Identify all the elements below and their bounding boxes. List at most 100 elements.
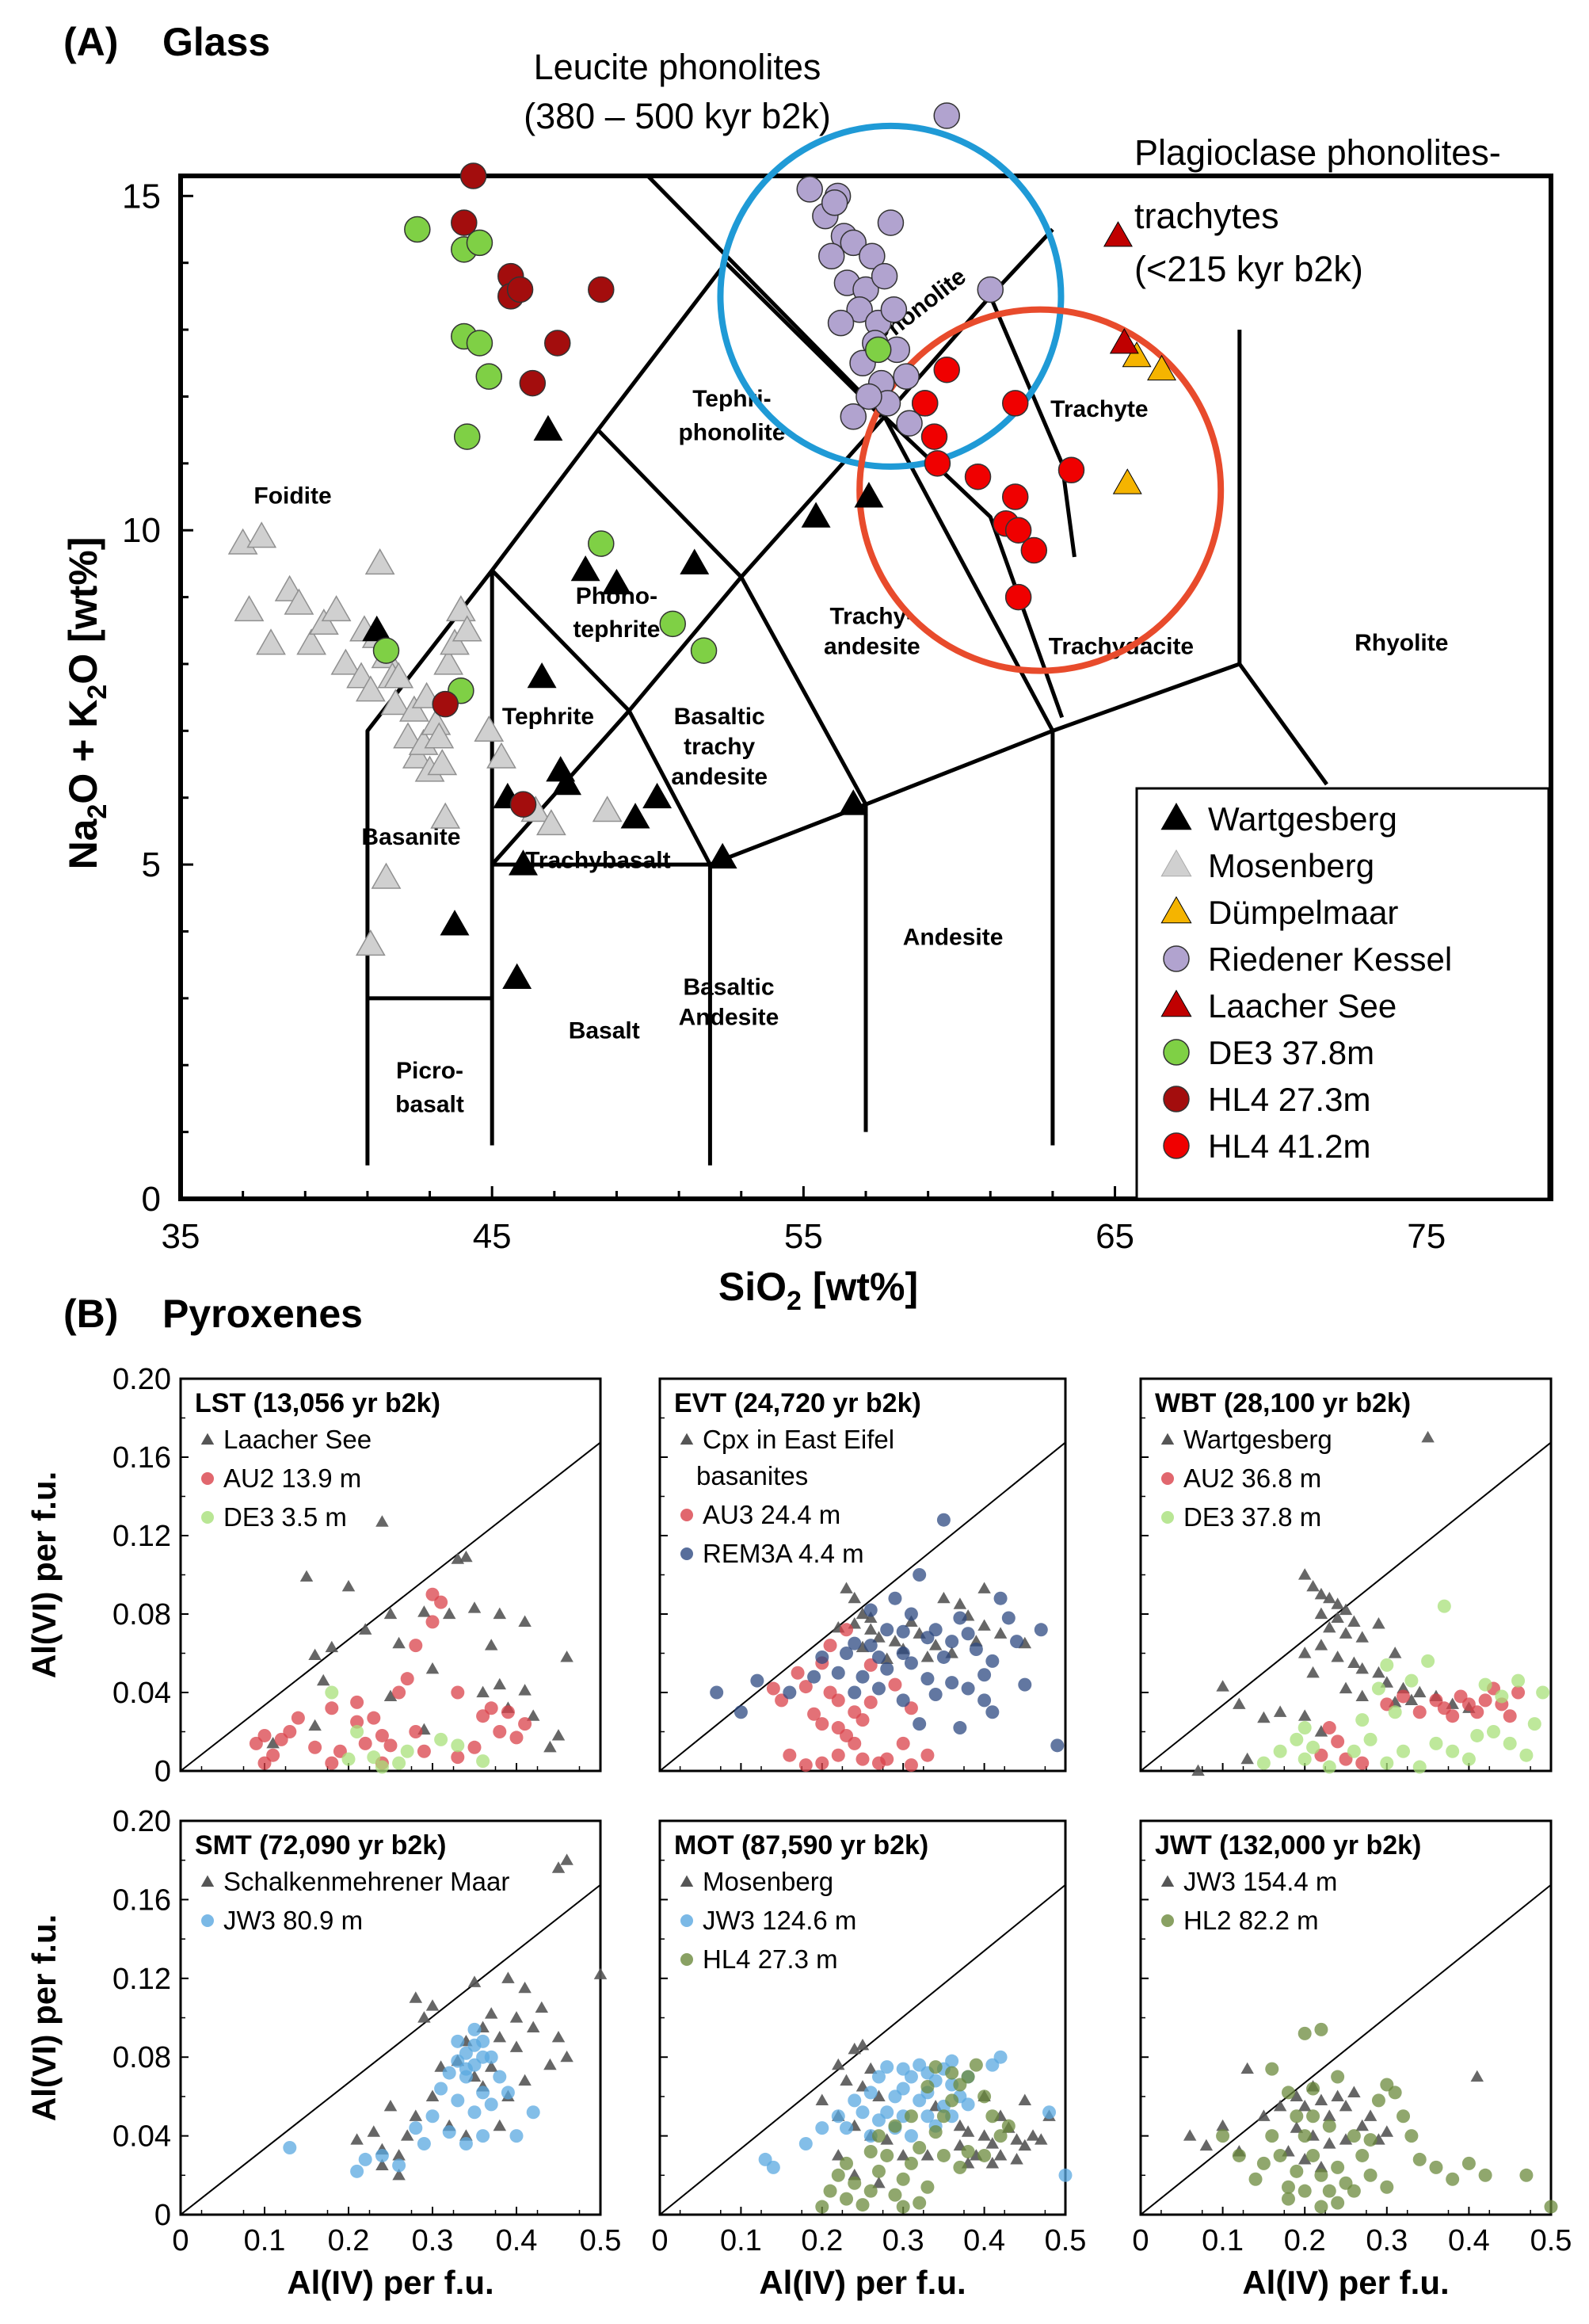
x-tick-label: 0.3 xyxy=(412,2224,454,2257)
legend-marker-au3-24-4-m xyxy=(680,1509,693,1521)
legend-label-de3-3-5-m: DE3 3.5 m xyxy=(223,1502,347,1532)
point-laacher-see xyxy=(476,1685,490,1698)
point-au2-13-9-m xyxy=(283,1725,297,1738)
tas-field-tephrite: Tephrite xyxy=(502,704,594,730)
point-wartgesberg xyxy=(1339,1603,1353,1616)
point-au3-24-4-m xyxy=(815,1756,829,1770)
point-wartgesberg xyxy=(1314,1607,1328,1620)
point-mosenberg xyxy=(880,2133,894,2145)
point-cpx-in-east-eifel-basanites xyxy=(970,1635,983,1647)
point-wartgesberg xyxy=(1216,1680,1229,1692)
point-laacher-see xyxy=(383,1607,398,1620)
point-de3-37-8-m xyxy=(1371,1681,1385,1696)
point-jw3-124-6-m xyxy=(993,2050,1008,2064)
tas-point-d-mpelmaar xyxy=(1122,341,1152,368)
point-laacher-see xyxy=(493,1677,507,1690)
pyroxene-panel-smt: 0 0.1 0.2 0.3 0.4 0.5 0 0.04 0.08 0.12 0.16 0.20 Al(… xyxy=(25,1805,621,2301)
point-de3-37-8-m xyxy=(1421,1654,1435,1668)
point-rem3a-4-4-m xyxy=(840,1647,854,1660)
point-jw3-80-9-m xyxy=(375,2148,389,2162)
point-cpx-in-east-eifel-basanites xyxy=(905,1615,918,1627)
point-rem3a-4-4-m xyxy=(953,1611,967,1625)
tas-point-mosenberg xyxy=(433,648,464,675)
tas-point-mosenberg xyxy=(355,929,386,956)
point-hl4-27-3-m xyxy=(815,2200,829,2214)
point-schalkenmehrener-maar xyxy=(484,2007,498,2019)
tas-field-ta-2: andesite xyxy=(824,633,920,659)
tas-point-hl4-27-3m xyxy=(432,690,459,718)
point-au2-13-9-m xyxy=(501,1705,515,1719)
point-hl4-27-3-m xyxy=(888,2188,902,2202)
legend-marker-hl2-82-2-m xyxy=(1161,1914,1174,1927)
point-jw3-80-9-m xyxy=(409,2121,423,2135)
point-mosenberg xyxy=(1010,2133,1023,2145)
point-jw3-80-9-m xyxy=(451,2093,465,2108)
point-jw3-124-6-m xyxy=(945,2054,959,2068)
tas-point-hl4-41-2m xyxy=(1001,390,1029,417)
point-hl4-27-3-m xyxy=(840,2192,854,2206)
point-jw3-154-4-m xyxy=(1355,2119,1369,2131)
point-de3-37-8-m xyxy=(1347,1744,1361,1758)
tas-point-mosenberg xyxy=(321,595,352,622)
point-au3-24-4-m xyxy=(831,1748,845,1762)
point-de3-37-8-m xyxy=(1388,1705,1402,1719)
point-de3-3-5-m xyxy=(375,1760,389,1774)
point-au2-13-9-m xyxy=(451,1685,465,1700)
x-tick-label: 0.4 xyxy=(496,2224,538,2257)
point-rem3a-4-4-m xyxy=(985,1705,1000,1719)
tas-point-wartgesberg xyxy=(570,555,600,582)
point-au3-24-4-m xyxy=(783,1748,797,1762)
point-au2-36-8-m xyxy=(1355,1756,1370,1770)
legend-marker-jw3-80-9-m xyxy=(201,1914,214,1927)
pyroxene-panel-title: JWT (132,000 yr b2k) xyxy=(1155,1830,1421,1860)
point-jw3-124-6-m xyxy=(920,2109,935,2124)
point-jw3-80-9-m xyxy=(451,2054,465,2068)
point-rem3a-4-4-m xyxy=(1010,1635,1024,1649)
tas-point-hl4-41-2m xyxy=(1004,517,1032,544)
tas-field-trachybasalt: Trachybasalt xyxy=(525,847,670,873)
tas-point-hl4-41-2m xyxy=(1020,536,1048,564)
point-hl2-82-2-m xyxy=(1363,2168,1378,2182)
point-rem3a-4-4-m xyxy=(888,1591,902,1605)
point-de3-37-8-m xyxy=(1290,1732,1304,1746)
point-cpx-in-east-eifel-basanites xyxy=(928,1639,943,1650)
point-au2-13-9-m xyxy=(367,1711,381,1725)
point-schalkenmehrener-maar xyxy=(501,1971,515,1983)
point-jw3-124-6-m xyxy=(871,2113,886,2127)
point-hl2-82-2-m xyxy=(1314,2022,1328,2036)
point-au3-24-4-m xyxy=(855,1713,870,1727)
tas-point-wartgesberg xyxy=(502,963,532,990)
point-de3-3-5-m xyxy=(392,1756,406,1770)
point-jw3-80-9-m xyxy=(459,2137,473,2151)
tas-point-riedener-kessel xyxy=(977,276,1004,303)
tas-point-wartgesberg xyxy=(838,789,868,815)
tas-point-mosenberg xyxy=(402,742,432,769)
point-mosenberg xyxy=(848,2168,862,2181)
legend-label-cpx-in-east-eifel-basanites: Cpx in East Eifel basanites xyxy=(696,1425,894,1490)
point-jw3-80-9-m xyxy=(526,2105,540,2120)
point-au2-13-9-m xyxy=(518,1717,532,1731)
tas-point-riedener-kessel xyxy=(933,102,960,129)
point-jw3-80-9-m xyxy=(459,2062,473,2076)
point-au3-24-4-m xyxy=(880,1752,894,1766)
tas-point-wartgesberg xyxy=(620,803,650,829)
y-tick-label: 0 xyxy=(154,2199,171,2232)
tas-point-de3-37-8m xyxy=(475,363,502,390)
point-rem3a-4-4-m xyxy=(710,1685,724,1700)
tas-point-hl4-41-2m xyxy=(924,450,951,477)
point-hl2-82-2-m xyxy=(1331,2070,1345,2084)
point-wartgesberg xyxy=(1388,1647,1402,1658)
tas-point-hl4-27-3m xyxy=(544,330,571,357)
point-au2-13-9-m xyxy=(392,1685,406,1700)
point-au3-24-4-m xyxy=(807,1707,821,1721)
point-cpx-in-east-eifel-basanites xyxy=(977,1619,991,1631)
point-au2-13-9-m xyxy=(383,1738,398,1753)
point-cpx-in-east-eifel-basanites xyxy=(977,1582,991,1593)
point-jw3-154-4-m xyxy=(1240,2062,1254,2074)
point-jw3-124-6-m xyxy=(904,2129,918,2143)
pyroxene-panel-title: SMT (72,090 yr b2k) xyxy=(195,1830,446,1860)
point-wartgesberg xyxy=(1347,1656,1361,1668)
point-hl2-82-2-m xyxy=(1478,2168,1492,2182)
point-de3-37-8-m xyxy=(1461,1752,1476,1766)
